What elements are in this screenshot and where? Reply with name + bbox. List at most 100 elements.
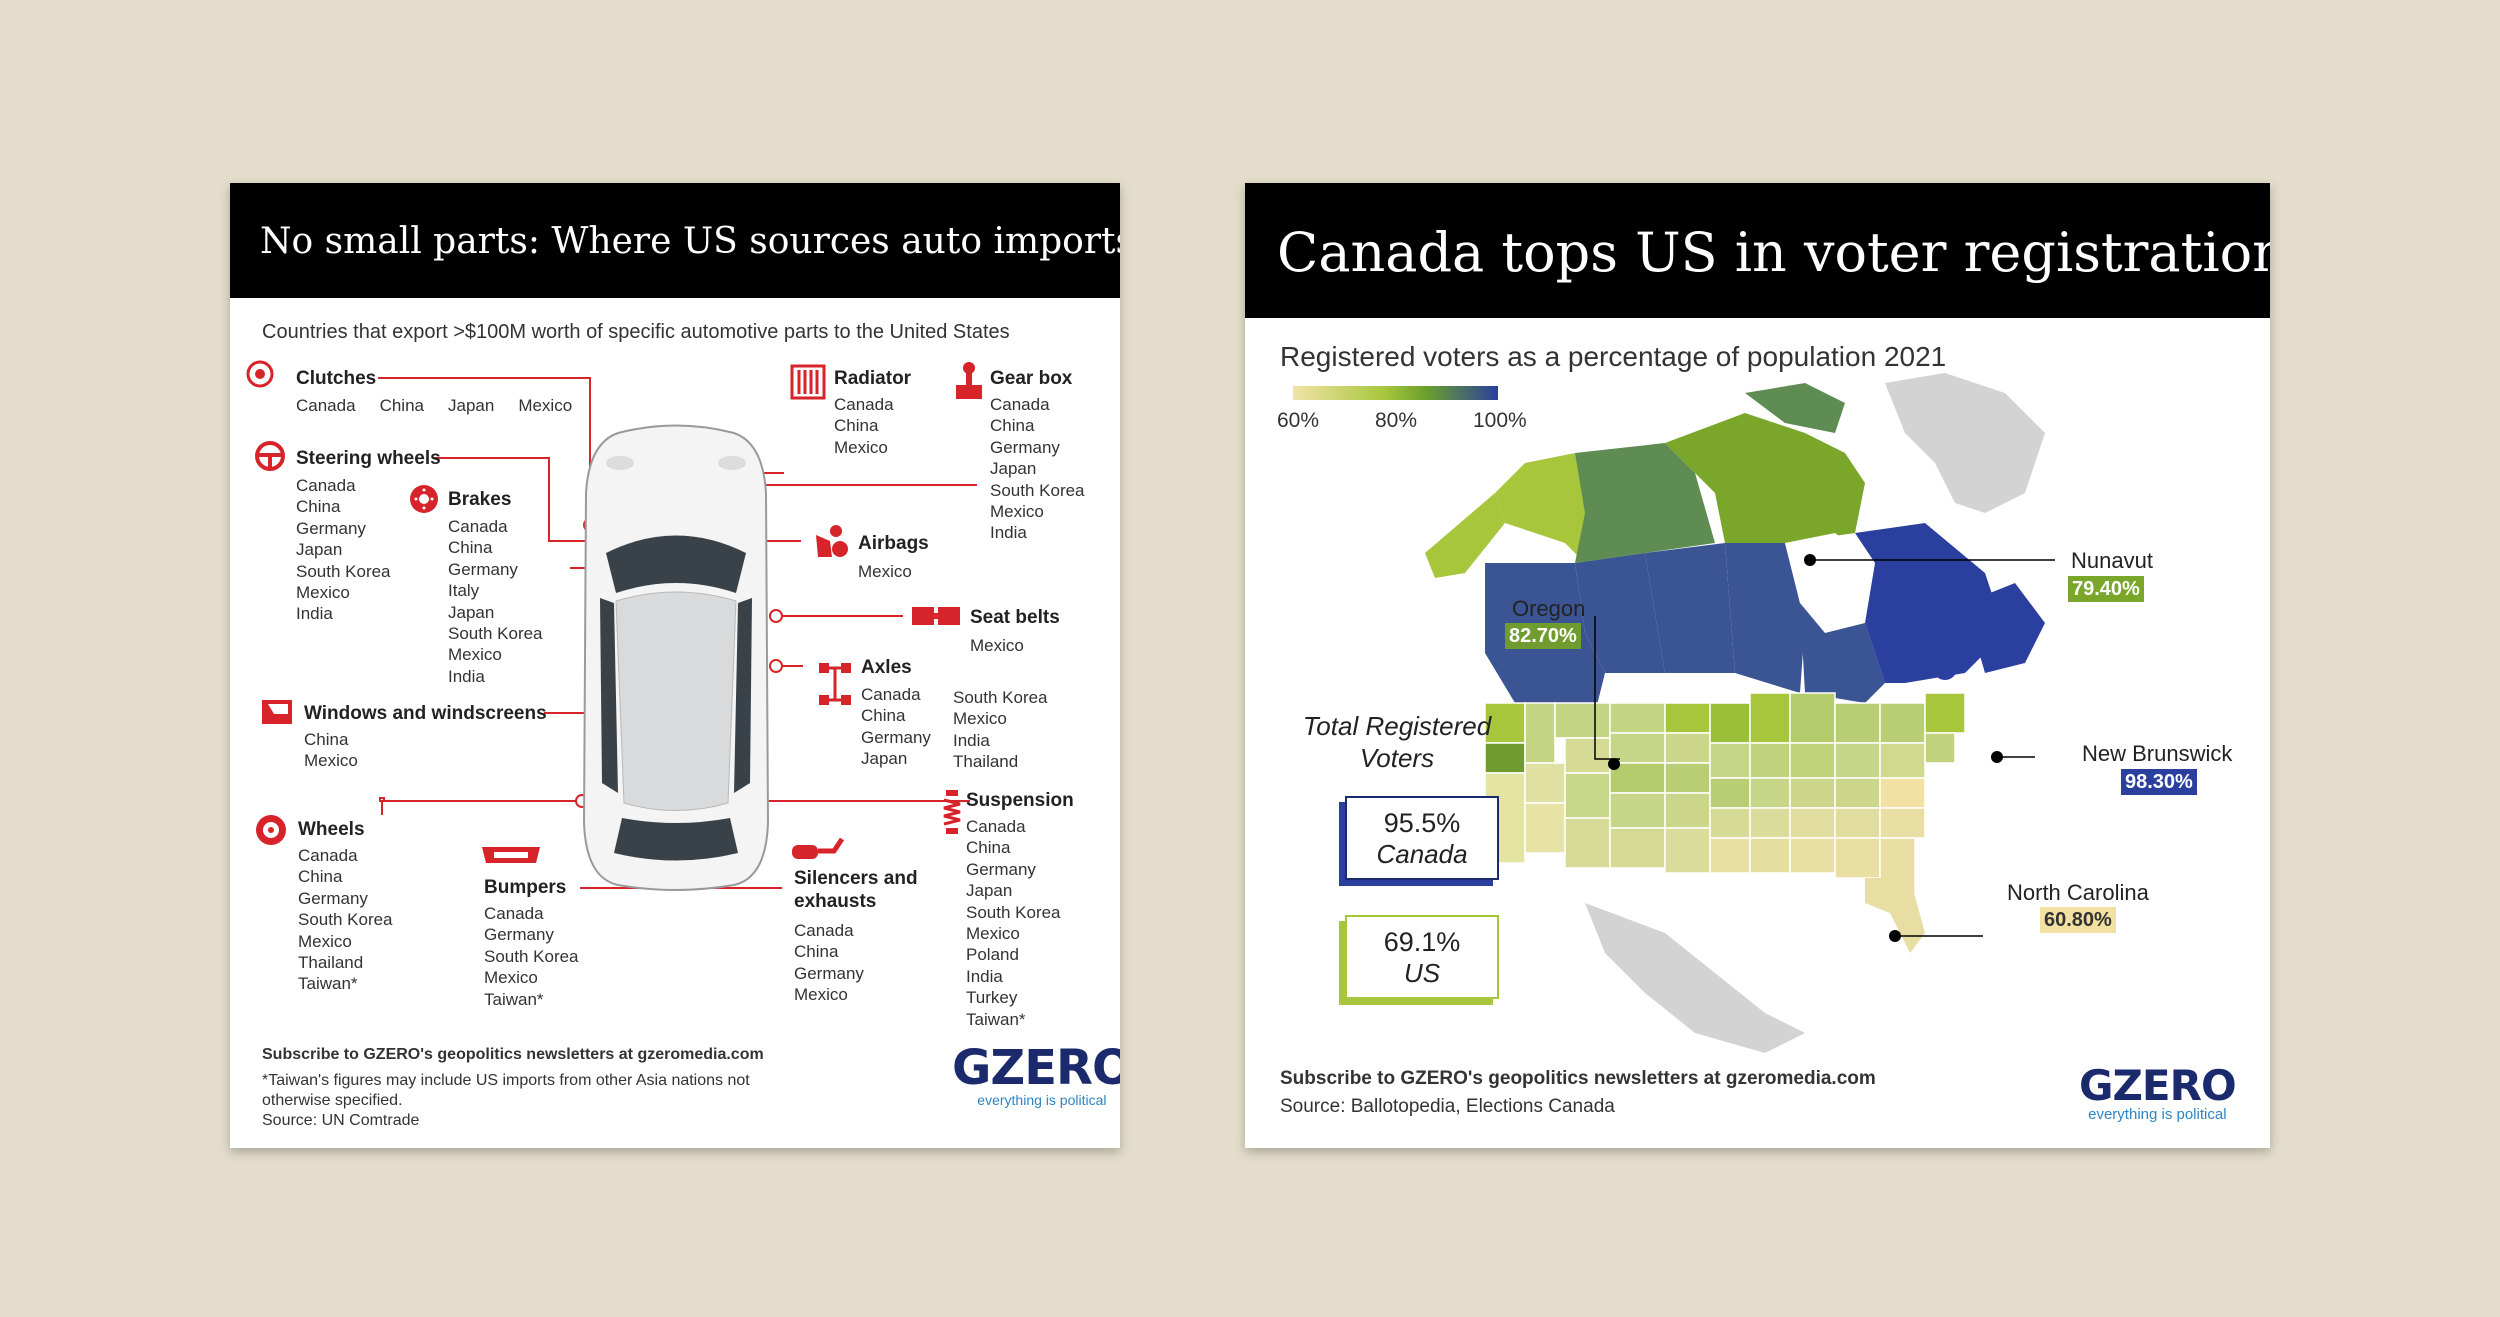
country: Mexico: [966, 924, 1020, 944]
axle-icon: [819, 663, 851, 705]
airbag-icon: [816, 525, 848, 557]
oregon-label: Oregon: [1512, 596, 1586, 621]
gear-shift-icon: [956, 362, 982, 399]
country: China: [304, 730, 349, 749]
country: China: [861, 706, 906, 726]
clutches-title: Clutches: [296, 368, 377, 389]
subscribe-text: Subscribe to GZERO's geopolitics newslet…: [262, 1046, 764, 1063]
clutch-icon: [246, 360, 274, 388]
radiator-countries: Canada China Mexico: [834, 394, 894, 458]
axles-title: Axles: [861, 657, 912, 678]
country: Mexico: [794, 985, 848, 1005]
suspension-countries: Canada China Germany Japan South Korea Mexico…: [966, 816, 1061, 1030]
us-total-label: US: [1403, 958, 1441, 988]
new-brunswick-value: 98.30%: [2121, 769, 2197, 795]
brakes-title: Brakes: [448, 489, 512, 510]
gzero-logo-word: GZERO: [952, 1040, 1120, 1096]
country: Germany: [861, 727, 931, 747]
country: South Korea: [990, 480, 1085, 500]
country: Japan: [447, 396, 495, 415]
auto-imports-title-bar: No small parts: Where US sources auto im…: [230, 183, 1120, 298]
seatbelts-title: Seat belts: [970, 607, 1060, 628]
gzero-logo: GZERO everything is political: [952, 1040, 1120, 1108]
country: South Korea: [298, 910, 393, 930]
legend-tick-60: 60%: [1277, 409, 1320, 432]
country: Mexico: [858, 562, 912, 581]
nunavut-value: 79.40%: [2068, 576, 2144, 602]
gearbox-title: Gear box: [990, 368, 1073, 389]
totals-heading-line1: Total Registered: [1302, 711, 1492, 741]
country: China: [379, 396, 424, 415]
voter-subscribe-text: Subscribe to GZERO's geopolitics newslet…: [1280, 1068, 1876, 1089]
windshield: [606, 535, 746, 593]
country: South Korea: [953, 688, 1048, 707]
country: Mexico: [953, 709, 1007, 729]
wheels-title: Wheels: [298, 819, 365, 840]
country: Canada: [794, 921, 854, 940]
auto-imports-card: No small parts: Where US sources auto im…: [230, 183, 1120, 1148]
wheels-countries: Canada China Germany South Korea Mexico Thail…: [298, 845, 393, 995]
voter-subtitle: Registered voters as a percentage of pop…: [1280, 341, 1947, 372]
legend-tick-80: 80%: [1375, 409, 1418, 432]
country: Mexico: [298, 931, 352, 951]
country: Canada: [448, 517, 508, 536]
north-carolina-label: North Carolina: [2007, 880, 2149, 905]
country: Canada: [484, 904, 544, 923]
wheel-icon: [256, 815, 286, 845]
country: Mexico: [296, 583, 350, 603]
country: Mexico: [304, 751, 358, 771]
country: Germany: [966, 859, 1036, 879]
radiator-title: Radiator: [834, 368, 912, 389]
legend-tick-100: 100%: [1473, 409, 1527, 432]
windows-countries: China Mexico: [304, 729, 358, 772]
voter-title: Canada tops US in voter registration: [1277, 221, 2270, 284]
car-illustration: [582, 424, 770, 891]
airbags-countries: Mexico: [858, 561, 912, 582]
country: Taiwan*: [484, 989, 544, 1009]
clutches-countries: Canada China Japan Mexico: [296, 396, 596, 416]
color-legend-bar: [1293, 386, 1498, 400]
country: Canada: [834, 395, 894, 414]
country: Mexico: [990, 502, 1044, 522]
callout-lines: [1594, 554, 2055, 942]
country: Mexico: [484, 968, 538, 988]
country: Japan: [966, 881, 1013, 901]
country: India: [448, 666, 485, 686]
nunavut-label: Nunavut: [2071, 548, 2153, 573]
country: Turkey: [966, 988, 1018, 1008]
gzero-logo-right-tagline: everything is political: [2088, 1106, 2227, 1123]
canada-total-box: 95.5% Canada: [1345, 796, 1499, 880]
country: India: [990, 523, 1027, 543]
country: South Korea: [448, 624, 543, 644]
country: Japan: [990, 459, 1037, 479]
country: Germany: [484, 925, 554, 945]
steering-countries: Canada China Germany Japan South Korea Mexico…: [296, 475, 391, 625]
totals-heading-line2: Voters: [1359, 743, 1435, 773]
radiator-icon: [790, 364, 826, 400]
gzero-logo-tagline: everything is political: [977, 1092, 1107, 1108]
country: South Korea: [296, 561, 391, 581]
voter-footer: Subscribe to GZERO's geopolitics newslet…: [1280, 1065, 1876, 1121]
seatbelts-countries: Mexico: [970, 635, 1024, 656]
country: India: [953, 730, 990, 750]
country: China: [990, 416, 1035, 436]
country: Canada: [966, 817, 1026, 836]
windows-title: Windows and windscreens: [304, 703, 547, 724]
voter-source-text: Source: Ballotopedia, Elections Canada: [1280, 1096, 1615, 1117]
country: Germany: [296, 518, 366, 538]
country: Canada: [298, 846, 358, 865]
country: Thailand: [953, 752, 1019, 772]
steering-title: Steering wheels: [296, 448, 441, 469]
source-text: Source: UN Comtrade: [262, 1112, 420, 1129]
steering-wheel-icon: [255, 441, 285, 471]
country: Mexico: [970, 636, 1024, 655]
north-carolina-value: 60.80%: [2040, 907, 2116, 933]
suspension-title: Suspension: [966, 790, 1074, 811]
country: China: [794, 942, 839, 962]
gearbox-countries: Canada China Germany Japan South Korea Mexico…: [990, 394, 1085, 544]
auto-footer: Subscribe to GZERO's geopolitics newslet…: [262, 1045, 882, 1131]
silencers-title-line1: Silencers and: [794, 868, 918, 889]
country: China: [966, 838, 1011, 858]
north-america-map: [1425, 373, 2045, 1053]
country: Japan: [861, 749, 908, 769]
